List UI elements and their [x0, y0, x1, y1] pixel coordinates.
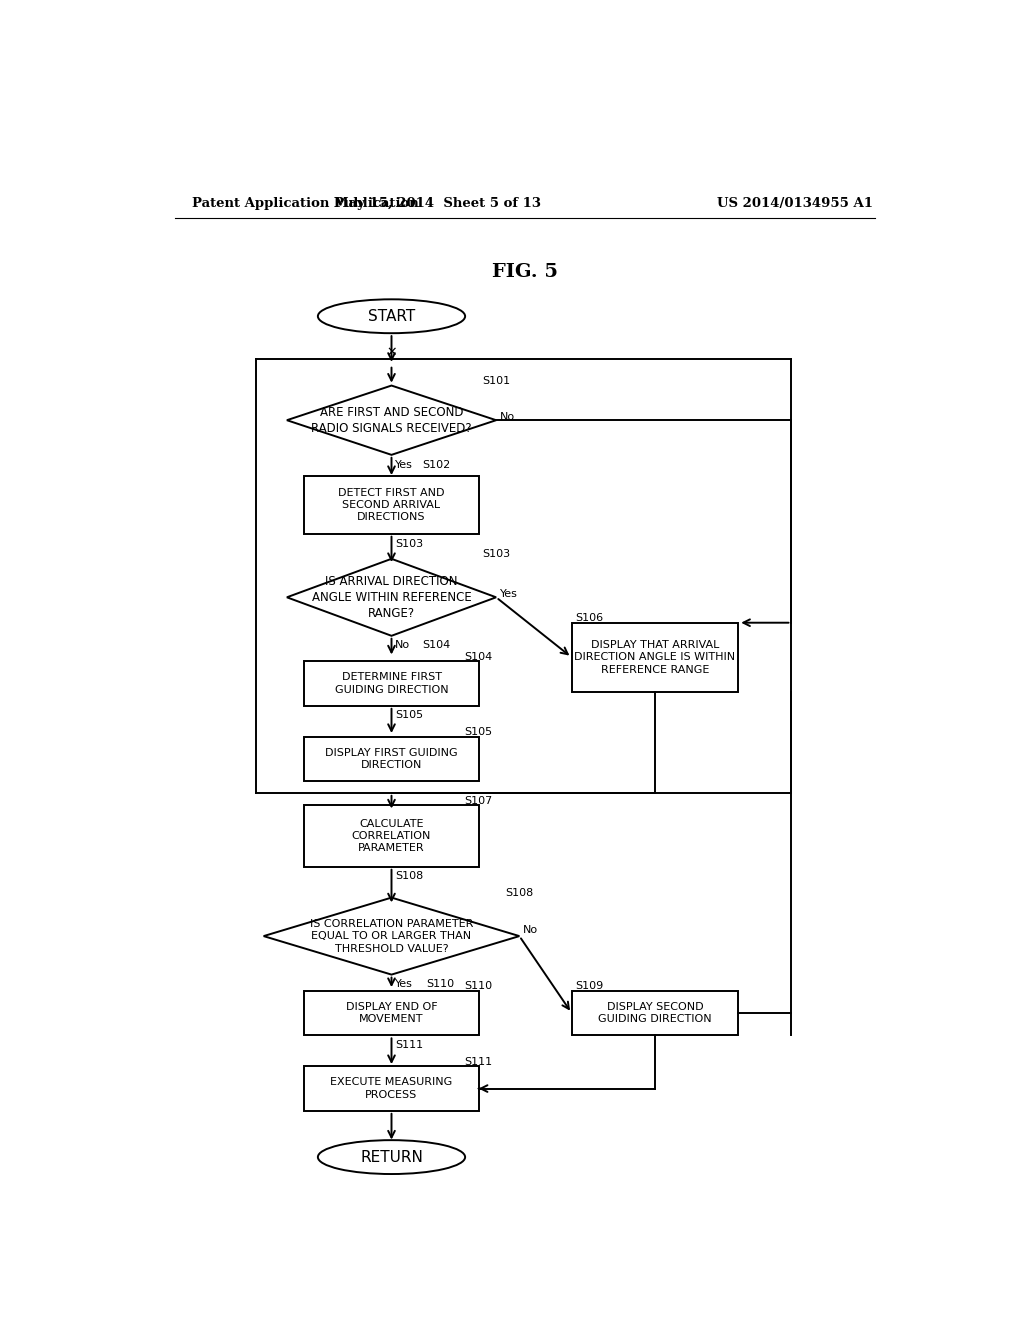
Text: DETECT FIRST AND
SECOND ARRIVAL
DIRECTIONS: DETECT FIRST AND SECOND ARRIVAL DIRECTIO… [338, 487, 444, 523]
Text: S103: S103 [482, 549, 510, 560]
Text: DETERMINE FIRST
GUIDING DIRECTION: DETERMINE FIRST GUIDING DIRECTION [335, 672, 449, 694]
FancyBboxPatch shape [304, 805, 478, 867]
Text: S107: S107 [465, 796, 493, 805]
Text: Yes: Yes [500, 589, 518, 599]
Text: IS ARRIVAL DIRECTION
ANGLE WITHIN REFERENCE
RANGE?: IS ARRIVAL DIRECTION ANGLE WITHIN REFERE… [311, 574, 471, 620]
Text: RETURN: RETURN [360, 1150, 423, 1164]
Text: ✕: ✕ [386, 346, 396, 359]
Text: No: No [523, 925, 539, 935]
Text: May 15, 2014  Sheet 5 of 13: May 15, 2014 Sheet 5 of 13 [335, 197, 542, 210]
Ellipse shape [317, 300, 465, 333]
Text: S102: S102 [423, 459, 451, 470]
Text: S105: S105 [465, 727, 493, 737]
Text: DISPLAY THAT ARRIVAL
DIRECTION ANGLE IS WITHIN
REFERENCE RANGE: DISPLAY THAT ARRIVAL DIRECTION ANGLE IS … [574, 640, 735, 675]
Text: S106: S106 [575, 612, 604, 623]
Text: S104: S104 [465, 652, 493, 661]
Text: Yes: Yes [395, 979, 414, 989]
Text: S110: S110 [426, 979, 455, 989]
Text: S111: S111 [465, 1056, 493, 1067]
Text: CALCULATE
CORRELATION
PARAMETER: CALCULATE CORRELATION PARAMETER [352, 818, 431, 854]
Text: DISPLAY FIRST GUIDING
DIRECTION: DISPLAY FIRST GUIDING DIRECTION [326, 748, 458, 770]
Text: S104: S104 [423, 640, 451, 649]
Text: Yes: Yes [395, 459, 414, 470]
Text: S105: S105 [395, 710, 424, 721]
Text: S108: S108 [395, 871, 424, 880]
FancyBboxPatch shape [304, 1067, 478, 1111]
Text: S109: S109 [575, 981, 604, 991]
Text: S108: S108 [506, 888, 534, 898]
Text: IS CORRELATION PARAMETER
EQUAL TO OR LARGER THAN
THRESHOLD VALUE?: IS CORRELATION PARAMETER EQUAL TO OR LAR… [310, 919, 473, 953]
FancyBboxPatch shape [571, 623, 738, 692]
Text: S103: S103 [395, 539, 424, 549]
Text: No: No [395, 640, 411, 649]
FancyBboxPatch shape [304, 737, 478, 781]
Text: S101: S101 [482, 376, 510, 385]
Text: S110: S110 [465, 981, 493, 991]
FancyBboxPatch shape [304, 991, 478, 1035]
Text: S111: S111 [395, 1040, 424, 1049]
Polygon shape [263, 898, 519, 974]
Polygon shape [287, 558, 496, 636]
Polygon shape [287, 385, 496, 455]
FancyBboxPatch shape [304, 477, 478, 533]
Text: Patent Application Publication: Patent Application Publication [191, 197, 418, 210]
Text: DISPLAY END OF
MOVEMENT: DISPLAY END OF MOVEMENT [346, 1002, 437, 1024]
Text: US 2014/0134955 A1: US 2014/0134955 A1 [717, 197, 873, 210]
Text: DISPLAY SECOND
GUIDING DIRECTION: DISPLAY SECOND GUIDING DIRECTION [598, 1002, 712, 1024]
FancyBboxPatch shape [304, 661, 478, 706]
Ellipse shape [317, 1140, 465, 1173]
Text: START: START [368, 309, 415, 323]
Text: EXECUTE MEASURING
PROCESS: EXECUTE MEASURING PROCESS [331, 1077, 453, 1100]
FancyBboxPatch shape [571, 991, 738, 1035]
Text: ARE FIRST AND SECOND
RADIO SIGNALS RECEIVED?: ARE FIRST AND SECOND RADIO SIGNALS RECEI… [311, 405, 472, 434]
Text: No: No [500, 412, 515, 422]
Text: FIG. 5: FIG. 5 [492, 264, 558, 281]
